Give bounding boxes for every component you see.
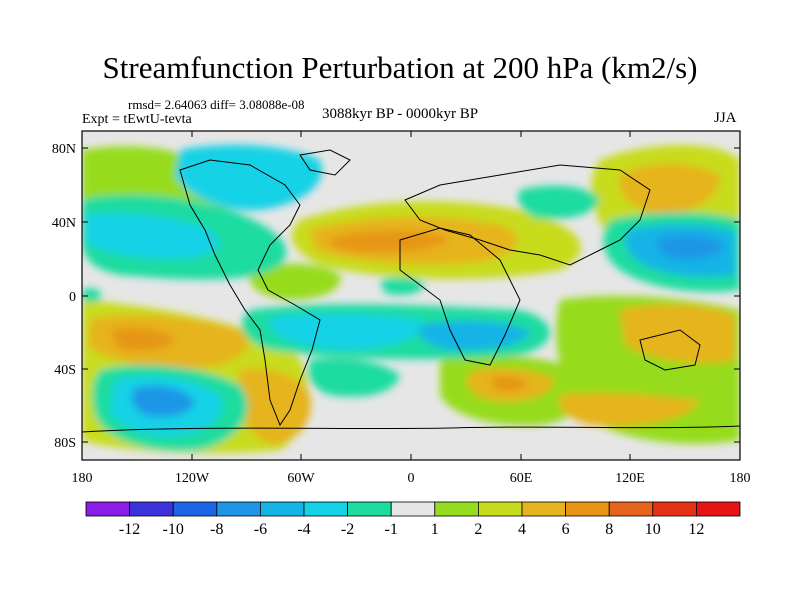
colorbar-swatch [652, 501, 697, 517]
colorbar-label: -2 [341, 521, 354, 538]
lat-tick-label: 40N [52, 216, 76, 231]
colorbar-swatch [129, 501, 174, 517]
colorbar-label: -12 [119, 521, 140, 538]
stats-label: rmsd= 2.64063 diff= 3.08088e-08 [128, 97, 305, 112]
colorbar-swatch [85, 501, 130, 517]
latitude-axis: 80N 40N 0 40S 80S [52, 142, 740, 451]
season-label: JJA [714, 110, 737, 126]
contour-field [82, 131, 740, 460]
colorbar-swatch [216, 501, 261, 517]
period-label: 3088kyr BP - 0000kyr BP [322, 106, 479, 122]
colorbar-label: -4 [297, 521, 310, 538]
lon-tick-label: 180 [72, 471, 93, 486]
lat-tick-label: 80N [52, 142, 76, 157]
colorbar-label: -10 [163, 521, 184, 538]
lon-tick-label: 0 [408, 471, 415, 486]
colorbar-swatch [608, 501, 654, 517]
colorbar-label: 10 [645, 521, 661, 538]
colorbar-swatch [259, 501, 305, 517]
colorbar: -12 -10 -8 -6 -4 -2 -1 1 2 4 6 8 10 12 [85, 501, 741, 538]
colorbar-label: 1 [431, 521, 439, 538]
colorbar-swatch [477, 501, 523, 517]
colorbar-swatch [172, 501, 218, 517]
colorbar-swatch [390, 501, 436, 517]
experiment-label: Expt = tEwtU-tevta [82, 112, 192, 127]
map-title: Streamfunction Perturbation at 200 hPa (… [102, 50, 698, 85]
colorbar-label: 12 [688, 521, 704, 538]
colorbar-swatch [696, 501, 741, 517]
colorbar-label: 2 [474, 521, 482, 538]
lon-tick-label: 120E [615, 471, 645, 486]
colorbar-swatch [347, 501, 392, 517]
coastlines [82, 149, 740, 433]
colorbar-swatch [565, 501, 610, 517]
longitude-axis: 180 120W 60W 0 60E 120E 180 [72, 131, 751, 486]
colorbar-swatch [303, 501, 348, 517]
colorbar-label: 6 [562, 521, 570, 538]
lat-tick-label: 40S [54, 363, 76, 378]
colorbar-swatch [521, 501, 566, 517]
lon-tick-label: 120W [175, 471, 210, 486]
lat-tick-label: 0 [69, 290, 76, 305]
colorbar-label: -6 [254, 521, 267, 538]
lon-tick-label: 60W [287, 471, 315, 486]
colorbar-label: 8 [605, 521, 613, 538]
colorbar-label: 4 [518, 521, 526, 538]
lon-tick-label: 180 [730, 471, 751, 486]
colorbar-swatch [434, 501, 479, 517]
lon-tick-label: 60E [510, 471, 533, 486]
colorbar-label: -1 [385, 521, 398, 538]
colorbar-label: -8 [210, 521, 223, 538]
lat-tick-label: 80S [54, 436, 76, 451]
